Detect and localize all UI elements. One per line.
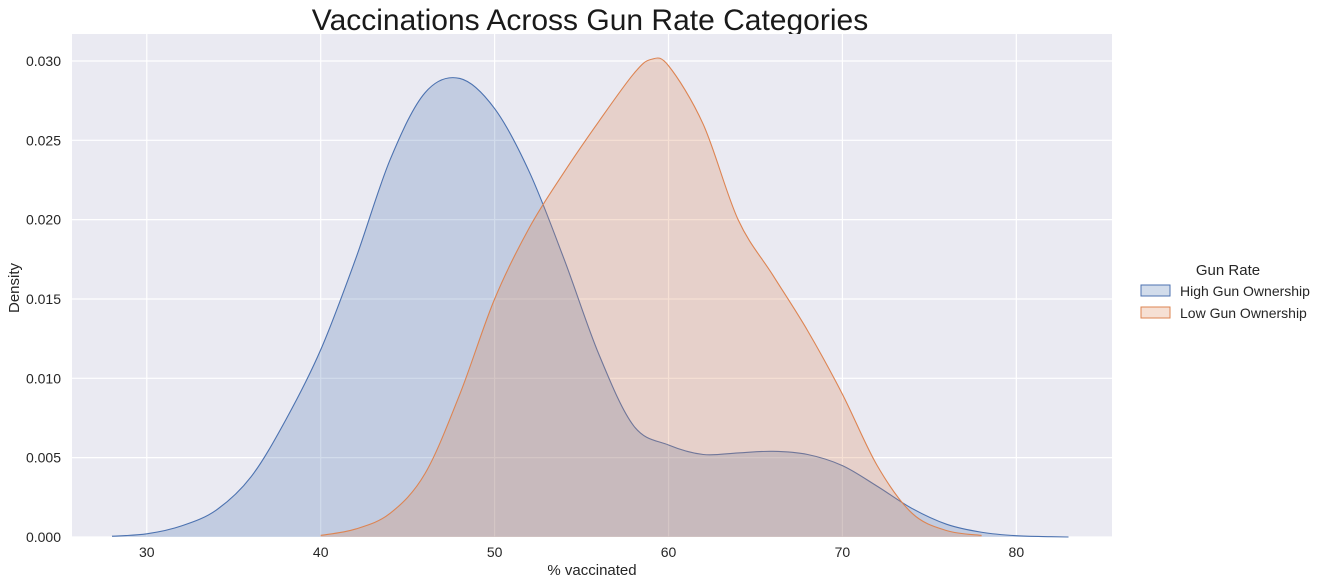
legend-swatch-high-gun-ownership bbox=[1140, 284, 1171, 297]
density-area-low-gun-ownership bbox=[320, 57, 982, 538]
density-area-high-gun-ownership bbox=[112, 77, 1069, 537]
y-axis-label: Density bbox=[6, 262, 23, 313]
x-tick-label: 60 bbox=[661, 544, 677, 560]
plot-area: 30 40 50 60 70 80 0.000 0.005 0.010 0.015 0.020 0.0… bbox=[26, 34, 1112, 560]
density-line-high-gun-ownership bbox=[111, 77, 1069, 538]
x-tick-label: 80 bbox=[1009, 544, 1025, 560]
x-tick-label: 50 bbox=[487, 544, 503, 560]
y-tick-label: 0.005 bbox=[26, 450, 61, 466]
legend: Gun Rate High Gun Ownership Low Gun Owner… bbox=[1140, 262, 1310, 321]
y-tick-label: 0.000 bbox=[26, 529, 61, 545]
y-tick-label: 0.025 bbox=[26, 132, 61, 148]
chart-title: Vaccinations Across Gun Rate Categories bbox=[312, 4, 868, 37]
x-axis-label: % vaccinated bbox=[547, 562, 636, 579]
y-tick-label: 0.020 bbox=[26, 212, 61, 228]
legend-label-low-gun-ownership: Low Gun Ownership bbox=[1180, 305, 1307, 321]
y-tick-label: 0.010 bbox=[26, 370, 61, 386]
legend-swatch-low-gun-ownership bbox=[1140, 306, 1171, 319]
y-tick-label: 0.015 bbox=[26, 291, 61, 307]
x-tick-label: 30 bbox=[139, 544, 155, 560]
density-line-low-gun-ownership bbox=[320, 57, 982, 536]
legend-label-high-gun-ownership: High Gun Ownership bbox=[1180, 283, 1310, 299]
x-tick-label: 70 bbox=[835, 544, 851, 560]
x-tick-label: 40 bbox=[313, 544, 329, 560]
y-tick-label: 0.030 bbox=[26, 53, 61, 69]
plot-background bbox=[72, 34, 1112, 537]
legend-title: Gun Rate bbox=[1196, 262, 1260, 279]
